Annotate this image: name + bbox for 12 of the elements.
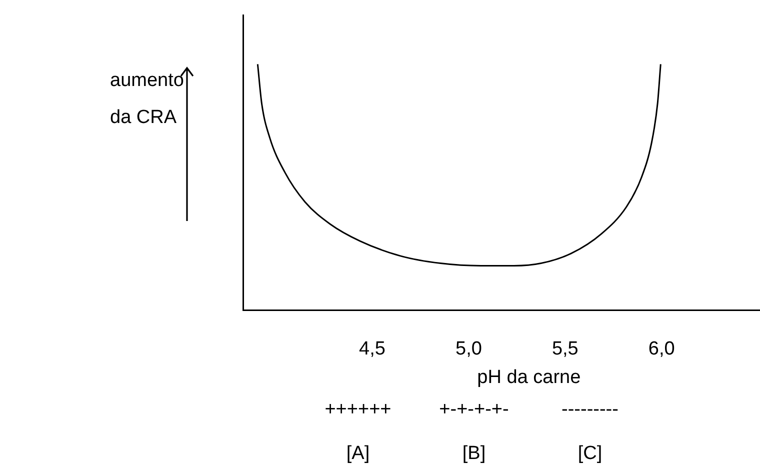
text: [B] [461, 442, 487, 466]
text: [A] [345, 442, 371, 466]
x-tick-label: 5,5 [552, 338, 578, 360]
y-axis-title: aumento da CRA [110, 69, 184, 130]
text: ++++++ [324, 398, 392, 422]
x-tick-label: 6,0 [648, 338, 675, 360]
x-tick-label: 5,0 [455, 338, 482, 360]
text: +-+-+-+- [438, 398, 510, 422]
text: --------- [560, 398, 620, 422]
x-tick-label: 4,5 [359, 338, 386, 360]
x-axis-title: pH da carne [477, 367, 581, 388]
text: [C] [576, 442, 604, 466]
